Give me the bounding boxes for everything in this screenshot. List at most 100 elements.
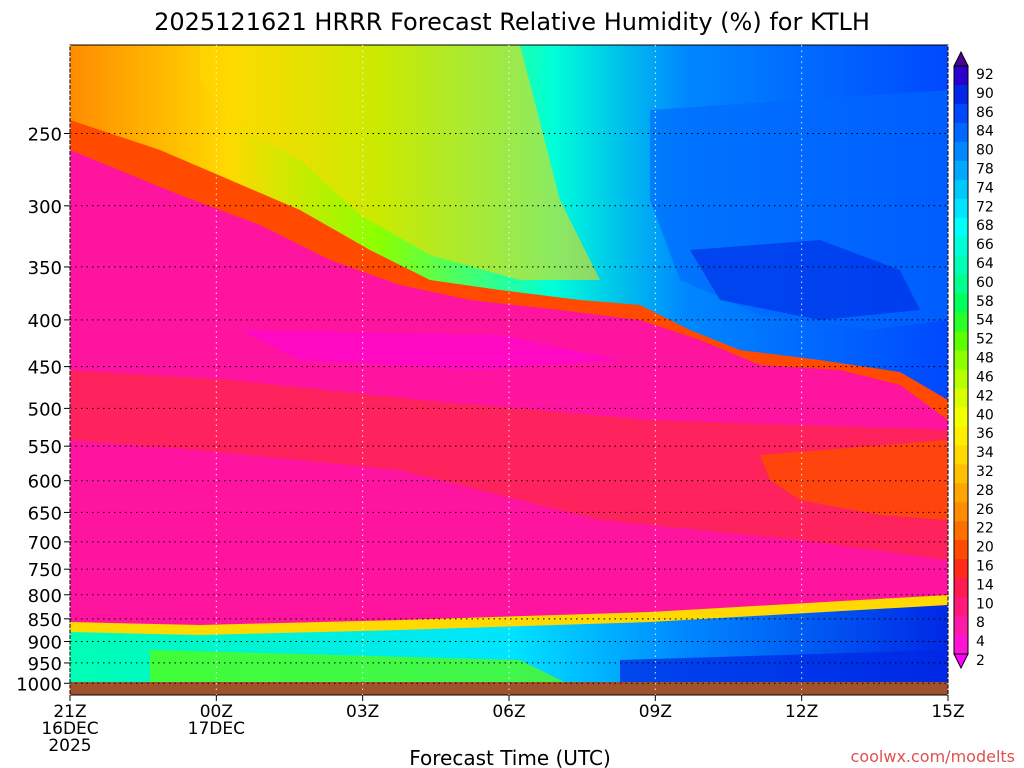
- colorbar-tick-label: 46: [976, 369, 994, 385]
- x-tick-label: 03Z: [346, 702, 379, 722]
- rh-field-low-darkblue: [620, 650, 948, 690]
- colorbar-cell: [954, 369, 968, 389]
- colorbar-cell: [954, 160, 968, 181]
- colorbar-arrow-top: [953, 50, 969, 67]
- colorbar-cell: [954, 255, 968, 276]
- colorbar-tick-label: 84: [976, 124, 994, 140]
- colorbar-cell: [954, 635, 968, 655]
- x-tick-label: 2025: [48, 736, 91, 756]
- x-tick-label: 15Z: [931, 702, 964, 722]
- colorbar-tick-label: 72: [976, 199, 994, 215]
- chart-title: 2025121621 HRRR Forecast Relative Humidi…: [154, 8, 870, 36]
- colorbar-cell: [954, 141, 968, 162]
- colorbar-cell: [954, 66, 968, 86]
- colorbar-tick-label: 26: [976, 502, 994, 518]
- colorbar-tick-label: 34: [976, 445, 994, 461]
- rh-field-mid-orange: [760, 440, 948, 520]
- colorbar-cell: [954, 426, 968, 446]
- colorbar-cell: [954, 122, 968, 143]
- y-tick-label: 650: [28, 503, 62, 524]
- colorbar-cell: [954, 502, 968, 522]
- y-tick-label: 800: [28, 586, 62, 607]
- y-tick-label: 350: [28, 258, 62, 279]
- x-tick-label: 17DEC: [188, 719, 245, 739]
- colorbar-tick-label: 52: [976, 332, 994, 348]
- colorbar-tick-label: 64: [976, 256, 994, 272]
- colorbar-cell: [954, 597, 968, 617]
- rh-field-low-green: [150, 650, 580, 690]
- colorbar-cell: [954, 616, 968, 636]
- colorbar-tick-label: 14: [976, 577, 994, 593]
- colorbar-cell: [954, 540, 968, 560]
- colorbar-tick-label: 22: [976, 521, 994, 537]
- colorbar-border: [953, 65, 969, 655]
- colorbar-cell: [954, 217, 968, 238]
- rh-field-mid-red: [70, 370, 948, 560]
- y-tick-label: 600: [28, 472, 62, 493]
- colorbar-tick-label: 90: [976, 86, 994, 102]
- colorbar-tick-label: 74: [976, 180, 994, 196]
- x-tick-label: 00Z: [200, 702, 233, 722]
- credit-text: coolwx.com/modelts: [851, 747, 1015, 766]
- grid-lines: [69, 45, 949, 695]
- colorbar-cell: [954, 103, 968, 124]
- colorbar-cell: [954, 559, 968, 579]
- colorbar-tick-label: 8: [976, 615, 985, 631]
- y-tick-label: 750: [28, 560, 62, 581]
- y-tick-label: 550: [28, 437, 62, 458]
- colorbar-tick-label: 32: [976, 464, 994, 480]
- y-tick-label: 900: [28, 632, 62, 653]
- colorbar-tick-label: 80: [976, 143, 994, 159]
- colorbar-cell: [954, 407, 968, 427]
- colorbar-tick-label: 68: [976, 218, 994, 234]
- colorbar-tick-label: 54: [976, 313, 994, 329]
- colorbar-tick-label: 2: [976, 653, 985, 669]
- y-tick-label: 300: [28, 197, 62, 218]
- colorbar-tick-label: 66: [976, 237, 994, 253]
- rh-field-upper-darkblue: [690, 240, 920, 320]
- x-axis-label: Forecast Time (UTC): [409, 746, 611, 768]
- colorbar-cell: [954, 331, 968, 352]
- colorbar-cell: [954, 236, 968, 257]
- colorbar-cell: [954, 179, 968, 200]
- colorbar-cell: [954, 464, 968, 484]
- colorbar-tick-label: 60: [976, 275, 994, 291]
- y-tick-label: 700: [28, 533, 62, 554]
- colorbar-tick-label: 4: [976, 634, 985, 650]
- colorbar-cell: [954, 293, 968, 314]
- rh-field-mid-magenta: [240, 330, 620, 370]
- colorbar-tick-label: 10: [976, 596, 994, 612]
- rh-field-upper-yellow: [200, 45, 600, 280]
- colorbar-tick-label: 48: [976, 351, 994, 367]
- colorbar-cell: [954, 445, 968, 465]
- x-tick-label: 12Z: [785, 702, 818, 722]
- colorbar-cell: [954, 84, 968, 105]
- colorbar-cell: [954, 274, 968, 295]
- y-tick-label: 1000: [16, 674, 62, 695]
- y-tick-label: 500: [28, 399, 62, 420]
- colorbar-cell: [954, 198, 968, 219]
- colorbar-tick-label: 20: [976, 540, 994, 556]
- y-tick-label: 250: [28, 124, 62, 145]
- colorbar-tick-label: 40: [976, 407, 994, 423]
- colorbar-tick-label: 42: [976, 388, 994, 404]
- colorbar-tick-label: 92: [976, 67, 994, 83]
- x-tick-label: 16DEC: [41, 719, 98, 739]
- colorbar-cell: [954, 521, 968, 541]
- y-tick-label: 850: [28, 610, 62, 631]
- y-tick-label: 450: [28, 358, 62, 379]
- colorbar-cell: [954, 350, 968, 370]
- y-tick-label: 400: [28, 311, 62, 332]
- colorbar-tick-label: 36: [976, 426, 994, 442]
- colorbar-cell: [954, 578, 968, 598]
- colorbar-tick-label: 78: [976, 162, 994, 178]
- x-tick-label: 21Z: [53, 702, 86, 722]
- colorbar-cell: [954, 312, 968, 333]
- colorbar-tick-label: 28: [976, 483, 994, 499]
- colorbar-cell: [954, 483, 968, 503]
- x-tick-label: 09Z: [639, 702, 672, 722]
- y-axis: 2503003504004505005506006507007508008509…: [16, 124, 70, 695]
- y-tick-label: 950: [28, 654, 62, 675]
